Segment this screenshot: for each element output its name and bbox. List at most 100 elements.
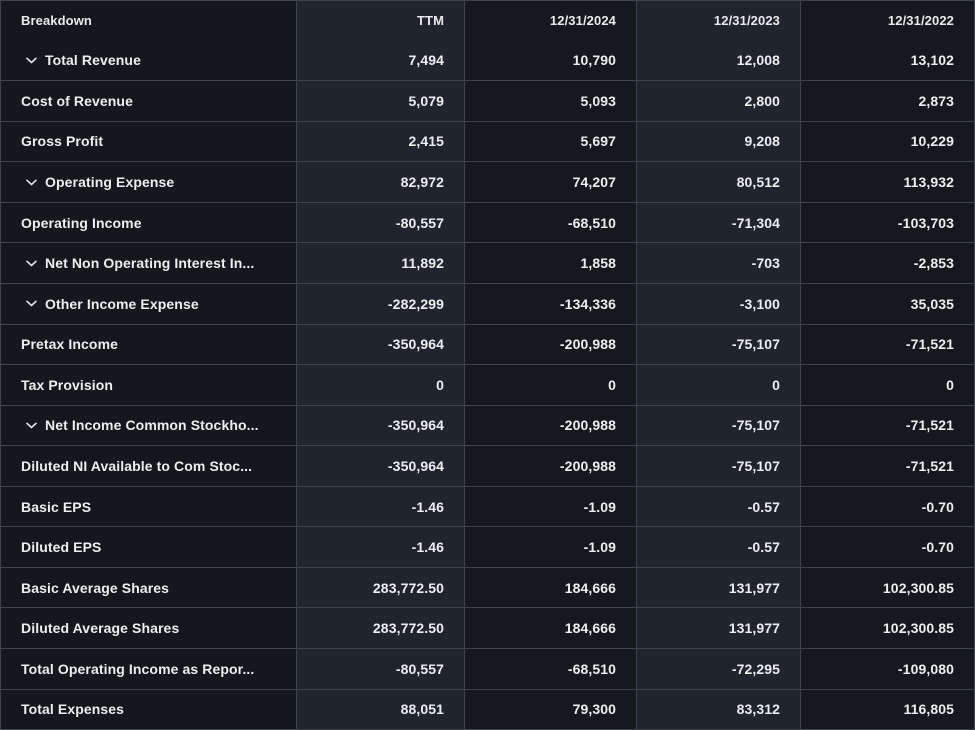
table-row: Total Expenses 88,051 79,300 83,312 116,… (1, 688, 974, 729)
row-label-cell[interactable]: Other Income Expense (1, 283, 296, 324)
row-value: -282,299 (296, 283, 464, 324)
row-value: 82,972 (296, 162, 464, 202)
row-label: Diluted Average Shares (21, 620, 180, 637)
column-header-2022: 12/31/2022 (800, 1, 974, 41)
row-value: 5,697 (464, 121, 636, 162)
row-label: Diluted EPS (21, 539, 102, 556)
table-row: Pretax Income -350,964 -200,988 -75,107 … (1, 323, 974, 365)
row-label-cell: Gross Profit (1, 121, 296, 162)
table-row: Total Revenue 7,494 10,790 12,008 13,102 (1, 40, 974, 81)
row-label: Total Revenue (45, 52, 141, 69)
table-row: Operating Expense 82,972 74,207 80,512 1… (1, 161, 974, 202)
row-value: -75,107 (636, 324, 800, 365)
column-header-ttm: TTM (296, 1, 464, 41)
row-value: -0.57 (636, 486, 800, 527)
row-value: -350,964 (296, 405, 464, 446)
column-header-label: 12/31/2024 (549, 13, 616, 29)
row-value: 80,512 (636, 162, 800, 202)
row-value: -200,988 (464, 324, 636, 365)
row-label-cell: Cost of Revenue (1, 81, 296, 121)
row-label: Net Non Operating Interest In... (45, 255, 255, 272)
row-label-cell: Total Expenses (1, 689, 296, 729)
row-label: Diluted NI Available to Com Stoc... (21, 457, 253, 474)
table-row: Diluted EPS -1.46 -1.09 -0.57 -0.70 (1, 526, 974, 567)
row-value: -80,557 (296, 202, 464, 243)
row-value: 0 (296, 365, 464, 405)
table-row: Net Non Operating Interest In... 11,892 … (1, 242, 974, 283)
row-value: 88,051 (296, 689, 464, 729)
row-value: 184,666 (464, 608, 636, 648)
row-value: -71,521 (800, 405, 974, 446)
row-value: 1,858 (464, 243, 636, 283)
row-label-cell[interactable]: Net Non Operating Interest In... (1, 243, 296, 283)
chevron-down-icon[interactable] (25, 176, 37, 188)
chevron-down-icon[interactable] (25, 54, 37, 66)
row-label: Total Expenses (21, 701, 125, 718)
row-label: Basic Average Shares (21, 579, 170, 596)
row-value: -75,107 (636, 405, 800, 446)
row-value: -350,964 (296, 324, 464, 365)
row-label: Total Operating Income as Repor... (21, 660, 255, 677)
row-value: 2,873 (800, 81, 974, 121)
row-value: 10,790 (464, 40, 636, 81)
row-value: -80,557 (296, 649, 464, 689)
chevron-down-icon[interactable] (25, 298, 37, 310)
row-value: -134,336 (464, 283, 636, 324)
column-header-2024: 12/31/2024 (464, 1, 636, 41)
row-label: Operating Income (21, 214, 142, 231)
row-value: 283,772.50 (296, 567, 464, 608)
table-row: Other Income Expense -282,299 -134,336 -… (1, 282, 974, 324)
column-header-label: 12/31/2023 (713, 13, 780, 29)
chevron-down-icon[interactable] (25, 419, 37, 431)
row-label: Tax Provision (21, 376, 114, 393)
table-row: Gross Profit 2,415 5,697 9,208 10,229 (1, 120, 974, 162)
row-value: 116,805 (800, 689, 974, 729)
table-row: Net Income Common Stockho... -350,964 -2… (1, 404, 974, 446)
column-header-label: TTM (416, 13, 444, 29)
column-header-label: 12/31/2022 (887, 13, 954, 29)
table-row: Total Operating Income as Repor... -80,5… (1, 648, 974, 689)
row-label-cell[interactable]: Total Revenue (1, 40, 296, 81)
row-value: 0 (464, 365, 636, 405)
row-value: 5,079 (296, 81, 464, 121)
row-label: Gross Profit (21, 133, 104, 150)
row-value: -75,107 (636, 446, 800, 486)
row-value: 12,008 (636, 40, 800, 81)
column-header-2023: 12/31/2023 (636, 1, 800, 41)
row-label: Net Income Common Stockho... (45, 417, 259, 434)
row-value: 7,494 (296, 40, 464, 81)
row-label-cell[interactable]: Net Income Common Stockho... (1, 405, 296, 446)
row-value: 10,229 (800, 121, 974, 162)
row-value: 283,772.50 (296, 608, 464, 648)
row-value: -350,964 (296, 446, 464, 486)
row-label: Pretax Income (21, 336, 119, 353)
table-row: Cost of Revenue 5,079 5,093 2,800 2,873 (1, 80, 974, 121)
row-value: -1.46 (296, 486, 464, 527)
table-row: Diluted Average Shares 283,772.50 184,66… (1, 607, 974, 648)
column-header-breakdown: Breakdown (1, 1, 296, 41)
row-label-cell[interactable]: Operating Expense (1, 162, 296, 202)
row-label-cell: Diluted Average Shares (1, 608, 296, 648)
row-value: -71,521 (800, 324, 974, 365)
chevron-down-icon[interactable] (25, 257, 37, 269)
row-value: -71,521 (800, 446, 974, 486)
column-header-label: Breakdown (21, 13, 92, 29)
row-value: -1.09 (464, 486, 636, 527)
row-value: -1.46 (296, 527, 464, 567)
row-value: -2,853 (800, 243, 974, 283)
row-value: 0 (636, 365, 800, 405)
row-label: Other Income Expense (45, 295, 199, 312)
row-value: -1.09 (464, 527, 636, 567)
row-value: -72,295 (636, 649, 800, 689)
row-label-cell: Diluted EPS (1, 527, 296, 567)
row-value: 184,666 (464, 567, 636, 608)
row-value: -703 (636, 243, 800, 283)
row-value: -71,304 (636, 202, 800, 243)
row-value: -109,080 (800, 649, 974, 689)
table-row: Operating Income -80,557 -68,510 -71,304… (1, 201, 974, 243)
row-label: Operating Expense (45, 174, 175, 191)
row-label-cell: Basic EPS (1, 486, 296, 527)
row-label: Basic EPS (21, 498, 92, 515)
row-value: -200,988 (464, 446, 636, 486)
